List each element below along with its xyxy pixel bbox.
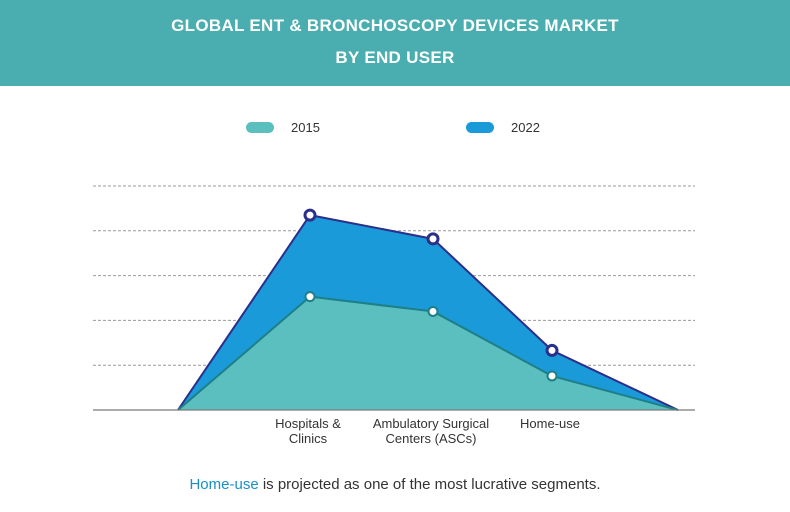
legend-swatch-2015 — [246, 122, 274, 133]
marker-2022-point — [303, 208, 317, 222]
marker-2015-point — [304, 291, 316, 303]
footnote: Home-use is projected as one of the most… — [0, 476, 790, 493]
legend-label-2015: 2015 — [291, 120, 320, 135]
x-tick-label: Hospitals & — [275, 416, 341, 431]
chart-title-line-2: BY END USER — [335, 48, 455, 67]
footnote-text: is projected as one of the most lucrativ… — [258, 476, 601, 493]
marker-2022-point — [426, 232, 440, 246]
marker-2015-point — [546, 370, 558, 382]
x-tick-label: Clinics — [289, 431, 328, 446]
chart-title-line-1: GLOBAL ENT & BRONCHOSCOPY DEVICES MARKET — [171, 16, 619, 35]
legend-label-2022: 2022 — [511, 120, 540, 135]
area-2015 — [178, 296, 678, 410]
legend-swatch-2022 — [466, 122, 494, 133]
marker-2022-point — [545, 343, 559, 357]
x-tick-label: Ambulatory Surgical — [373, 416, 489, 431]
marker-2015-point — [427, 305, 439, 317]
x-tick-label: Home-use — [520, 416, 580, 431]
footnote-highlight: Home-use — [189, 476, 259, 493]
x-tick-label: Centers (ASCs) — [385, 431, 476, 446]
area-chart: Hospitals &Clinics Ambulatory SurgicalCen… — [93, 185, 695, 446]
chart-header: GLOBAL ENT & BRONCHOSCOPY DEVICES MARKET… — [0, 0, 790, 86]
